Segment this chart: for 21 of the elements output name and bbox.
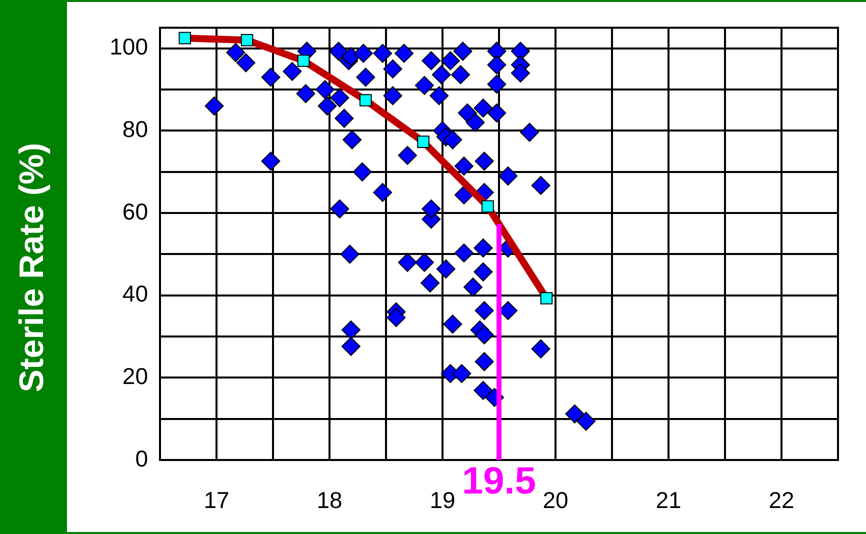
x-tick-label: 19 xyxy=(430,487,456,514)
y-tick-label: 0 xyxy=(135,445,148,472)
point xyxy=(482,200,494,213)
y-tick-label: 80 xyxy=(122,116,148,142)
y-tick-label: 60 xyxy=(122,198,148,224)
y-axis-title: Sterile Rate (%) xyxy=(14,142,52,392)
ref-line-label: 19.5 xyxy=(462,460,536,502)
x-tick-label: 20 xyxy=(542,487,568,514)
point xyxy=(360,94,372,106)
x-tick-label: 17 xyxy=(204,487,230,514)
point xyxy=(417,136,430,148)
point xyxy=(178,32,192,44)
x-tick-label: 22 xyxy=(768,487,794,514)
x-tick-label: 18 xyxy=(316,487,342,514)
y-tick-label: 100 xyxy=(110,34,148,60)
point xyxy=(297,54,310,67)
y-tick-label: 40 xyxy=(122,280,148,307)
y-tick-label: 20 xyxy=(122,363,148,390)
x-tick-label: 21 xyxy=(656,487,682,514)
point xyxy=(540,292,553,304)
point xyxy=(240,34,254,46)
